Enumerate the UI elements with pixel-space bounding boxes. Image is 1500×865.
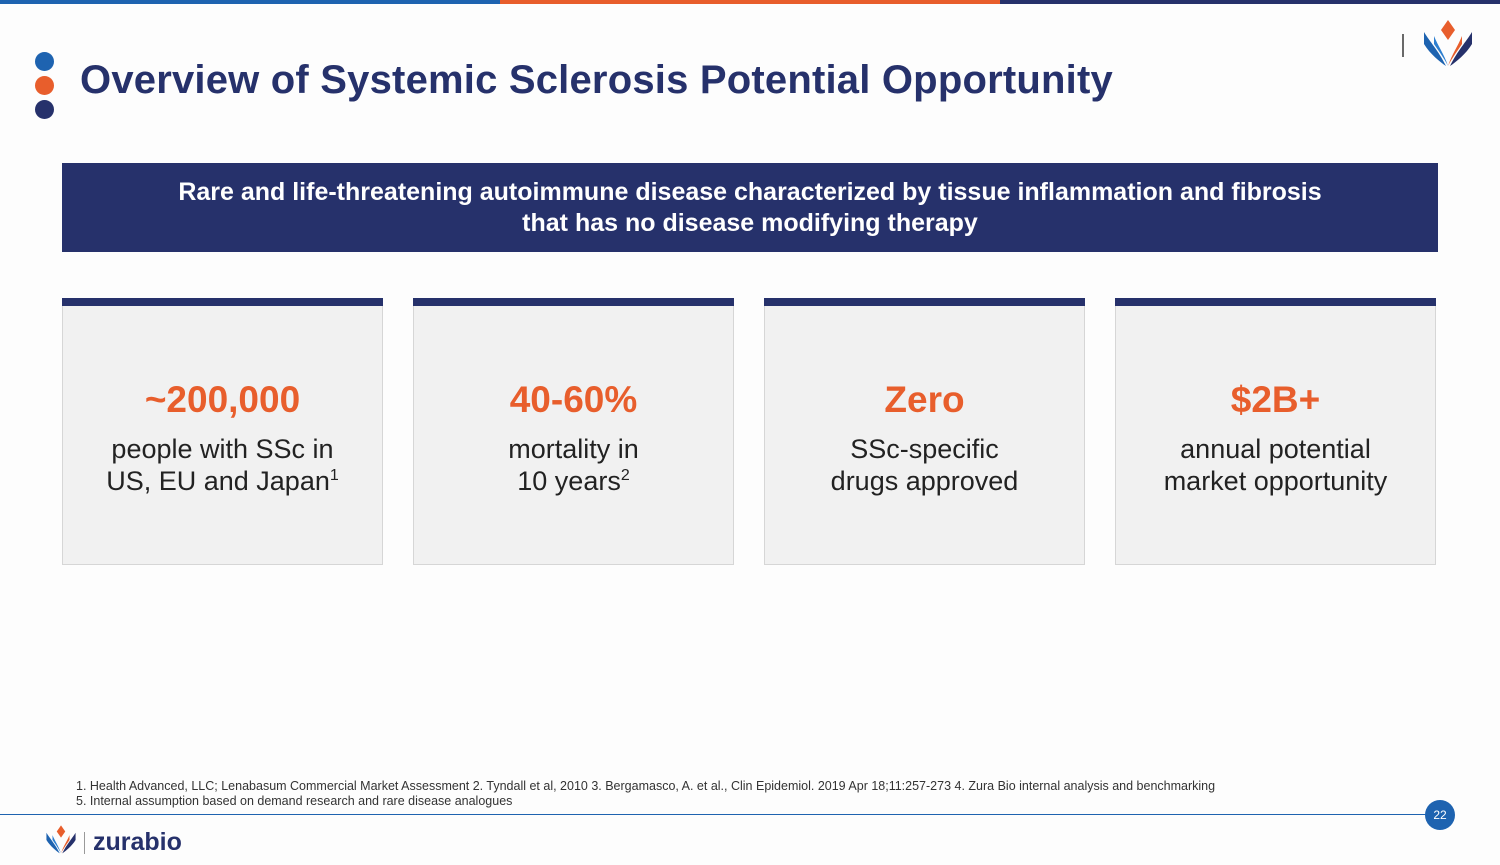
footer-brand: zurabio [44, 824, 182, 861]
stat-value: 40-60% [509, 379, 638, 420]
stat-value: Zero [884, 379, 965, 420]
stat-value: ~200,000 [144, 379, 301, 420]
stat-description-line-2: 10 years2 [414, 465, 733, 497]
stat-description-line-1: SSc-specific [850, 434, 999, 464]
card-top-bar [1115, 298, 1436, 306]
footnote-line-1: 1. Health Advanced, LLC; Lenabasum Comme… [76, 779, 1216, 793]
header-dots [35, 52, 54, 124]
stat-description: SSc-specific drugs approved [765, 433, 1084, 497]
logo-divider [1402, 34, 1404, 57]
stat-description-line-2: drugs approved [830, 466, 1019, 496]
banner-line-2: that has no disease modifying therapy [522, 208, 978, 237]
summary-banner: Rare and life-threatening autoimmune dis… [62, 163, 1438, 252]
card-top-bar [62, 298, 383, 306]
stat-description: mortality in 10 years2 [414, 433, 733, 497]
top-accent-navy [1000, 0, 1500, 4]
page-number: 22 [1425, 800, 1455, 830]
stat-description-line-1: people with SSc in [111, 434, 334, 464]
footnote-ref: 2 [620, 467, 630, 484]
page-title: Overview of Systemic Sclerosis Potential… [80, 58, 1113, 102]
zurabio-flower-icon [44, 824, 78, 861]
navy-dot [35, 100, 54, 119]
stat-cards: ~200,000 people with SSc in US, EU and J… [62, 298, 1439, 567]
footer-divider [0, 814, 1426, 815]
brand-name: zurabio [93, 828, 182, 856]
stat-description-line-1: mortality in [508, 434, 639, 464]
stat-card-mortality: 40-60% mortality in 10 years2 [413, 298, 734, 565]
stat-card-market: $2B+ annual potential market opportunity [1115, 298, 1436, 565]
top-accent-blue [0, 0, 500, 4]
blue-dot [35, 52, 54, 71]
stat-description-line-2: market opportunity [1163, 466, 1388, 496]
stat-description: annual potential market opportunity [1116, 433, 1435, 497]
stat-description-text: 10 years [517, 466, 621, 496]
banner-line-1: Rare and life-threatening autoimmune dis… [178, 177, 1322, 206]
brand-divider [84, 831, 85, 854]
zurabio-flower-icon [1420, 18, 1476, 75]
stat-card-patients: ~200,000 people with SSc in US, EU and J… [62, 298, 383, 565]
footnote-line-2: 5. Internal assumption based on demand r… [76, 794, 513, 808]
footnotes: 1. Health Advanced, LLC; Lenabasum Comme… [76, 779, 1396, 809]
top-accent-orange [500, 0, 1000, 4]
stat-description-line-2: US, EU and Japan1 [63, 465, 382, 497]
orange-dot [35, 76, 54, 95]
card-top-bar [413, 298, 734, 306]
card-top-bar [764, 298, 1085, 306]
footnote-ref: 1 [329, 467, 339, 484]
stat-description-text: US, EU and Japan [106, 466, 330, 496]
stat-value: $2B+ [1230, 379, 1321, 420]
stat-card-drugs: Zero SSc-specific drugs approved [764, 298, 1085, 565]
stat-description: people with SSc in US, EU and Japan1 [63, 433, 382, 497]
top-accent-bar [0, 0, 1500, 4]
stat-description-line-1: annual potential [1180, 434, 1371, 464]
